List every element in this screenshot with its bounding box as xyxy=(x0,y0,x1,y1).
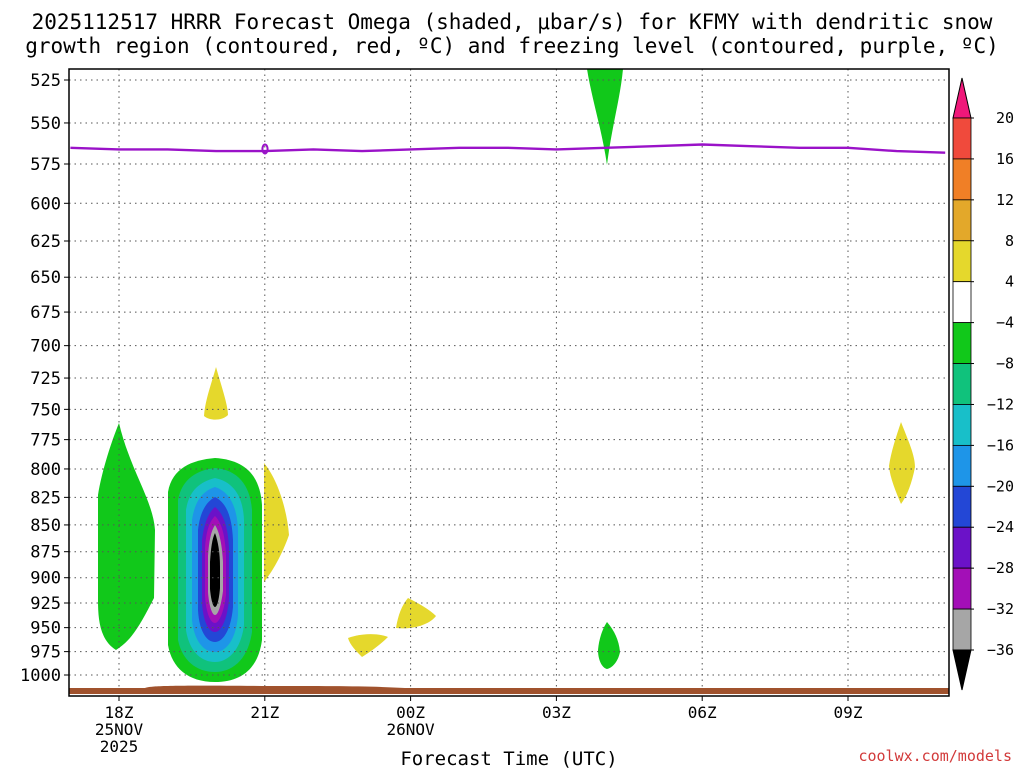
terrain-ground-bump xyxy=(145,685,405,688)
colorbar-label: −20 xyxy=(987,477,1014,495)
y-tick-label: 825 xyxy=(30,488,61,508)
colorbar-box xyxy=(952,608,972,651)
freezing-level-closed-contour xyxy=(261,143,269,155)
x-tick-label: 21Z xyxy=(250,703,279,722)
colorbar-label: −16 xyxy=(987,436,1014,454)
terrain-ground-bar xyxy=(69,688,949,694)
omega-region-updraft-18z xyxy=(98,423,155,650)
y-tick-label: 650 xyxy=(30,268,61,288)
x-axis-title: Forecast Time (UTC) xyxy=(400,748,617,768)
freezing-level-contour xyxy=(70,143,946,154)
colorbar-label: −4 xyxy=(996,314,1014,332)
chart-title-line-1: 2025112517 HRRR Forecast Omega (shaded, … xyxy=(32,10,993,34)
colorbar-box xyxy=(952,240,972,283)
colorbar-box xyxy=(952,567,972,610)
omega-region-updraft-upper-04z xyxy=(587,69,623,165)
y-tick-label: 675 xyxy=(30,303,61,323)
y-tick-label: 925 xyxy=(30,594,61,614)
grid-lines xyxy=(69,69,949,696)
y-tick-label: 950 xyxy=(30,619,61,639)
colorbar-box xyxy=(952,117,972,160)
y-tick-label: 750 xyxy=(30,400,61,420)
colorbar-label: 20 xyxy=(996,109,1014,127)
colorbar-label: −28 xyxy=(987,559,1014,577)
x-tick-label: 25NOV xyxy=(95,720,144,739)
y-tick-label: 800 xyxy=(30,460,61,480)
x-tick-label: 03Z xyxy=(542,703,571,722)
colorbar-box xyxy=(952,281,972,324)
omega-region-subsidence-10z xyxy=(889,422,915,504)
y-axis: 525 550 575 600 625 650 675 700 725 750 775 800 825 8… xyxy=(20,71,69,686)
x-tick-label: 09Z xyxy=(834,703,863,722)
omega-region-subsidence-0015z xyxy=(396,598,436,629)
x-tick-label: 18Z xyxy=(105,703,134,722)
omega-region-subsidence-2255z xyxy=(348,634,388,657)
y-tick-label: 700 xyxy=(30,337,61,357)
omega-region-updraft-low-04z xyxy=(598,622,620,669)
colorbar-label: 4 xyxy=(1005,273,1014,291)
colorbar-box xyxy=(952,526,972,569)
y-tick-label: 575 xyxy=(30,155,61,175)
colorbar-label: 8 xyxy=(1005,232,1014,250)
colorbar-box xyxy=(952,199,972,242)
y-tick-label: 725 xyxy=(30,369,61,389)
omega-region-subsidence-21z xyxy=(264,463,289,582)
colorbar-box xyxy=(952,158,972,201)
colorbar-top-triangle xyxy=(952,77,972,119)
colorbar-label: −36 xyxy=(987,641,1014,659)
x-tick-label: 00Z xyxy=(396,703,425,722)
y-tick-label: 1000 xyxy=(20,666,61,686)
x-tick-label: 26NOV xyxy=(387,720,436,739)
y-tick-label: 600 xyxy=(30,194,61,214)
colorbar-label: −12 xyxy=(987,395,1014,413)
colorbar-box xyxy=(952,404,972,446)
colorbar-label: −32 xyxy=(987,600,1014,618)
y-tick-label: 975 xyxy=(30,643,61,663)
y-tick-label: 900 xyxy=(30,569,61,589)
plot-area xyxy=(68,68,950,697)
y-tick-label: 525 xyxy=(30,71,61,91)
chart-title-line-2: growth region (contoured, red, ºC) and f… xyxy=(25,34,999,58)
colorbar-label: −8 xyxy=(996,355,1014,373)
omega-region-subsidence-2010z xyxy=(204,367,228,420)
omega-shading xyxy=(98,69,915,682)
colorbar-bottom-triangle xyxy=(952,649,972,691)
colorbar-box xyxy=(952,322,972,364)
x-tick-label: 2025 xyxy=(100,737,139,756)
plot-frame xyxy=(68,68,950,697)
x-tick-label: 06Z xyxy=(688,703,717,722)
colorbar-label: −24 xyxy=(987,518,1014,536)
y-tick-label: 850 xyxy=(30,516,61,536)
credit-text: coolwx.com/models xyxy=(858,747,1012,765)
y-tick-label: 775 xyxy=(30,431,61,451)
y-tick-label: 625 xyxy=(30,232,61,252)
colorbar-label: 16 xyxy=(996,150,1014,168)
y-tick-label: 550 xyxy=(30,114,61,134)
colorbar: 20 16 12 8 4 −4 −8 −12 −16 −20 −24 −28 −32 −36 xyxy=(952,77,1014,691)
colorbar-box xyxy=(952,444,972,487)
colorbar-box xyxy=(952,363,972,405)
colorbar-label: 12 xyxy=(996,191,1014,209)
colorbar-box xyxy=(952,485,972,528)
y-tick-label: 875 xyxy=(30,543,61,563)
